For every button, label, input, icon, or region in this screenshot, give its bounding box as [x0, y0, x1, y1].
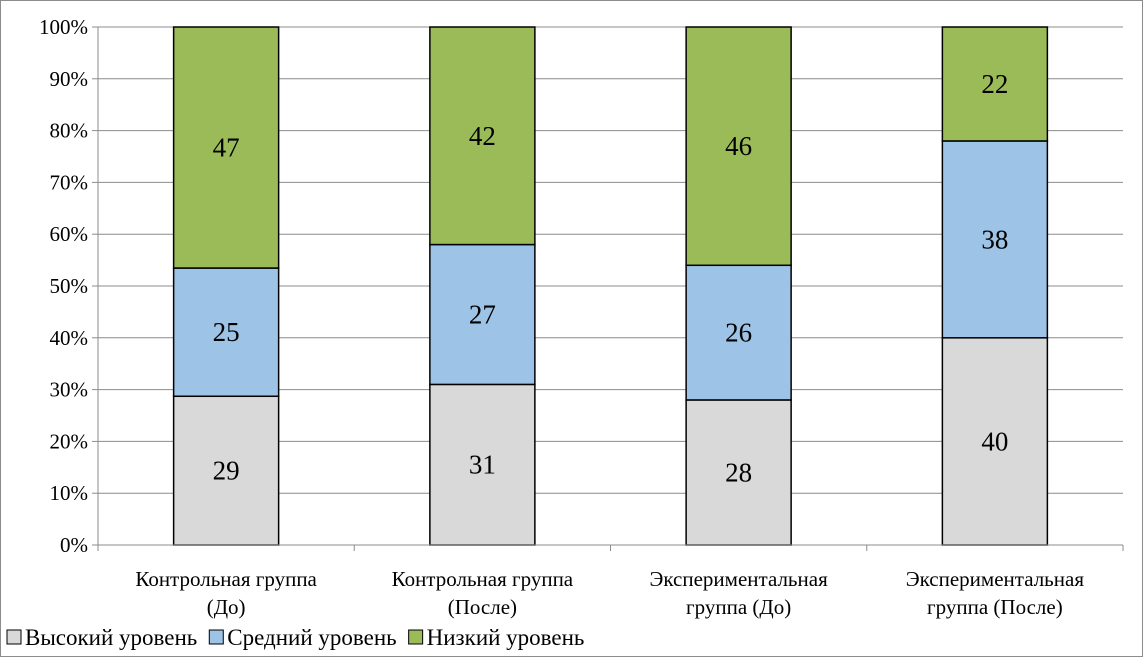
bars [172, 26, 1049, 546]
bar-segment [172, 26, 280, 269]
category-label: Контрольная группа [135, 567, 317, 591]
bar-segment [172, 267, 280, 398]
data-label: 27 [469, 299, 496, 329]
data-label: 47 [213, 133, 240, 163]
legend-swatch [208, 629, 224, 645]
y-tick-label: 90% [50, 67, 89, 91]
legend-label: Средний уровень [227, 625, 396, 650]
category-label: Контрольная группа [392, 567, 574, 591]
y-tick-label: 60% [50, 222, 89, 246]
bar-segment [429, 243, 536, 386]
bar-segment [429, 383, 536, 546]
y-tick-label: 80% [50, 119, 89, 143]
y-tick-label: 50% [50, 274, 89, 298]
data-label: 28 [725, 457, 752, 487]
y-tick-label: 10% [50, 481, 89, 505]
bar-segment [685, 26, 792, 267]
data-label: 42 [469, 121, 496, 151]
y-tick-label: 40% [50, 326, 89, 350]
category-label: группа (После) [927, 595, 1063, 619]
data-labels: 29 25 47 31 27 42 28 26 46 40 38 22 [213, 69, 1009, 488]
data-label: 40 [981, 426, 1008, 456]
bar-segment [685, 264, 792, 401]
bar-segment [941, 140, 1049, 339]
data-label: 25 [213, 317, 240, 347]
category-label: (До) [207, 595, 246, 619]
axes: 0% 10% 20% 30% 40% 50% 60% 70% 80% 90% 100% Контрол… [39, 15, 1124, 619]
legend-label: Низкий уровень [427, 625, 585, 650]
y-tick-label: 20% [50, 429, 89, 453]
y-tick-label: 70% [50, 170, 89, 194]
legend-swatch [408, 629, 424, 645]
bar-segment [941, 26, 1049, 142]
bar-segment [429, 26, 536, 246]
category-label: Экспериментальная [906, 567, 1085, 591]
category-label: (После) [448, 595, 517, 619]
legend: Высокий уровень Средний уровень Низкий уро… [6, 625, 585, 650]
y-tick-label: 30% [50, 378, 89, 402]
y-tick-label: 0% [60, 533, 88, 557]
bar-segment [685, 399, 792, 546]
bar-segment [941, 337, 1049, 546]
data-label: 38 [981, 224, 1008, 254]
data-label: 46 [725, 131, 752, 161]
data-label: 31 [469, 450, 496, 480]
data-label: 26 [725, 318, 752, 348]
category-label: Экспериментальная [650, 567, 829, 591]
legend-label: Высокий уровень [25, 625, 197, 650]
category-label: группа (До) [686, 595, 791, 619]
legend-swatch [6, 629, 22, 645]
data-label: 29 [213, 456, 240, 486]
data-label: 22 [981, 69, 1008, 99]
y-tick-label: 100% [39, 15, 88, 39]
